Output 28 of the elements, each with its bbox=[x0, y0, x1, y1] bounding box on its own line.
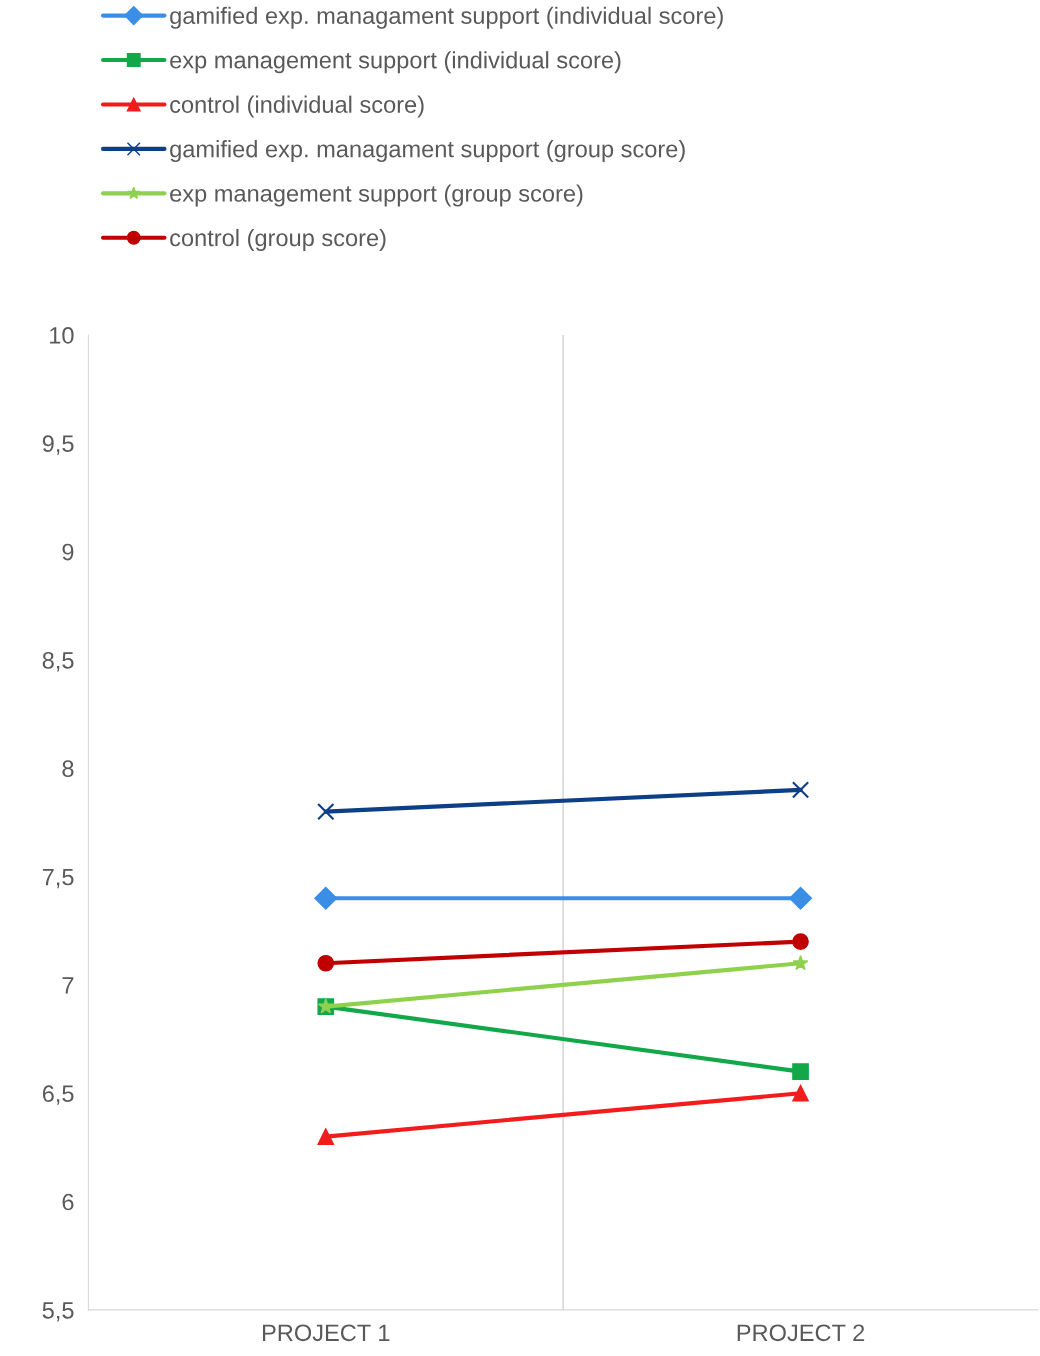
legend-label: gamified exp. managament support (group score) bbox=[170, 140, 685, 163]
legend-label: exp management support (group score) bbox=[170, 184, 583, 207]
x-tick-label: PROJECT 1 bbox=[262, 1324, 390, 1342]
point bbox=[317, 954, 335, 972]
legend-label: control (group score) bbox=[170, 228, 386, 251]
point bbox=[791, 781, 810, 799]
point bbox=[792, 1084, 809, 1102]
y-tick-label: 6,5 bbox=[42, 1085, 74, 1105]
y-tick-label: 5,5 bbox=[42, 1302, 74, 1322]
point bbox=[789, 886, 813, 910]
y-tick-label: 8 bbox=[62, 760, 74, 778]
point bbox=[314, 886, 338, 910]
y-tick-label: 7,5 bbox=[42, 868, 74, 889]
y-tick-label: 9 bbox=[62, 543, 74, 561]
y-tick-label: 9,5 bbox=[42, 435, 74, 455]
legend-label: gamified exp. managament support (individual score) bbox=[170, 6, 723, 29]
point bbox=[317, 802, 335, 821]
point bbox=[792, 954, 809, 971]
y-tick-label: 6 bbox=[62, 1193, 74, 1211]
y-tick-label: 8,5 bbox=[42, 651, 74, 672]
point bbox=[792, 933, 809, 950]
x-tick-label: PROJECT 2 bbox=[737, 1324, 865, 1342]
legend-label: control (individual score) bbox=[170, 95, 424, 118]
point bbox=[792, 1063, 809, 1080]
y-tick-label: 10 bbox=[50, 327, 74, 344]
point bbox=[317, 1128, 335, 1145]
y-tick-label: 7 bbox=[62, 977, 74, 994]
legend-label: exp management support (individual score) bbox=[170, 51, 621, 74]
